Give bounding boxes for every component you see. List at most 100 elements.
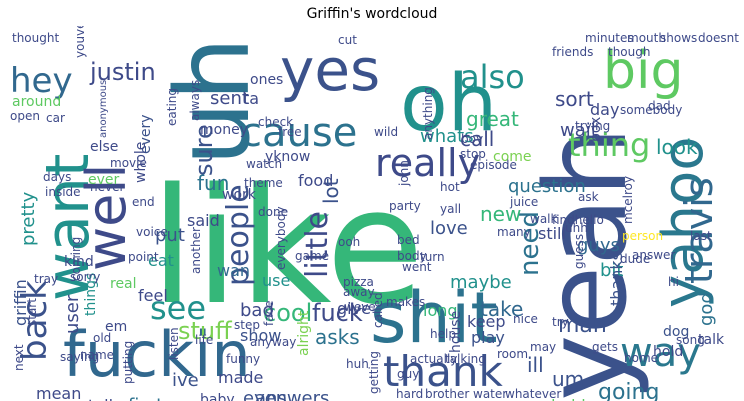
cloud-word: brother — [425, 387, 469, 401]
cloud-word: life — [195, 333, 213, 347]
cloud-word: went — [402, 260, 432, 274]
cloud-word: answer — [632, 248, 675, 262]
cloud-word: uh — [154, 37, 273, 166]
cloud-word: dude — [620, 252, 650, 266]
cloud-word: ask — [578, 190, 599, 204]
cloud-word: fuck — [312, 299, 363, 327]
cloud-word: hard — [396, 387, 423, 401]
cloud-word: god — [696, 292, 717, 326]
cloud-word: try — [552, 315, 569, 329]
cloud-word: alright — [296, 310, 312, 356]
cloud-word: fuckin — [63, 318, 251, 391]
cloud-word: actually — [410, 352, 457, 366]
cloud-word: juice — [509, 195, 538, 209]
cloud-word: fun — [197, 171, 229, 195]
cloud-word: people — [221, 184, 256, 286]
cloud-word: going — [598, 380, 659, 401]
cloud-word: yeah — [522, 126, 652, 401]
cloud-word: man — [558, 313, 607, 338]
cloud-word: youve — [73, 26, 87, 58]
cloud-word: thanks — [607, 252, 626, 306]
cloud-word: wan — [217, 261, 250, 280]
cloud-word: show — [240, 326, 281, 345]
cloud-word: away — [343, 285, 375, 299]
cloud-word: said — [187, 211, 220, 230]
cloud-word: gets — [592, 340, 618, 354]
cloud-title: Griffin's wordcloud — [306, 6, 438, 22]
cloud-word: long — [423, 301, 458, 320]
cloud-word: money — [200, 122, 248, 138]
cloud-word: pretty — [18, 191, 39, 246]
cloud-word: cut — [338, 33, 357, 47]
cloud-word: give — [337, 299, 371, 318]
cloud-word: asks — [315, 325, 360, 349]
cloud-word: next — [12, 344, 26, 371]
cloud-word: ooh — [338, 235, 360, 249]
cloud-word: thing — [568, 126, 650, 164]
cloud-word: talking — [445, 352, 486, 366]
cloud-word: coming — [69, 237, 83, 281]
cloud-word: kind — [64, 254, 94, 270]
cloud-word: check — [258, 115, 293, 129]
cloud-word: look — [656, 135, 698, 159]
cloud-word: mcelroy — [621, 176, 635, 224]
cloud-word: wait — [560, 120, 598, 141]
cloud-word: sent — [210, 88, 249, 109]
cloud-word: person — [622, 229, 663, 243]
cloud-word: friends — [552, 45, 593, 59]
cloud-word: bed — [397, 233, 420, 247]
cloud-word: stuff — [178, 317, 232, 345]
cloud-word: cool — [263, 299, 312, 327]
cloud-word: voice — [136, 225, 168, 239]
cloud-word: question — [508, 176, 586, 197]
cloud-word: em — [105, 319, 127, 335]
cloud-word: shows — [660, 31, 697, 45]
cloud-word: ever — [88, 172, 120, 188]
cloud-word: user — [62, 294, 83, 334]
cloud-word: always — [188, 80, 202, 121]
cloud-word: sorry — [70, 270, 100, 284]
cloud-word: car — [46, 111, 65, 125]
cloud-word: boy — [461, 132, 483, 146]
cloud-word: day — [590, 100, 619, 119]
cloud-word: another — [189, 227, 203, 274]
cloud-word: things — [83, 273, 99, 316]
cloud-word: sort — [555, 87, 594, 111]
cloud-word: called — [371, 292, 385, 328]
cloud-word: whatever — [505, 387, 561, 401]
cloud-word: also — [460, 58, 525, 96]
cloud-word: party — [389, 199, 421, 213]
cloud-word: travis — [677, 177, 721, 284]
cloud-word: saying — [60, 350, 99, 364]
cloud-word: hey — [10, 61, 73, 101]
wordcloud-canvas: like yeah uh oh fuckin shit yes want yahoo well bi… — [10, 26, 739, 401]
cloud-word: nice — [513, 312, 538, 326]
cloud-word: see — [150, 289, 206, 327]
cloud-word: play — [471, 328, 505, 347]
cloud-word: take — [480, 297, 523, 321]
cloud-word: thought — [12, 31, 59, 45]
cloud-word: never — [90, 180, 124, 194]
cloud-word: step — [234, 318, 260, 332]
cloud-word: listen — [167, 327, 181, 360]
cloud-word: lot — [319, 178, 343, 204]
cloud-word: whats — [420, 126, 474, 147]
cloud-word: eat — [148, 251, 174, 270]
cloud-word: feel — [138, 286, 168, 305]
cloud-word: room — [497, 347, 528, 361]
cloud-word: keep — [467, 312, 506, 331]
cloud-word: else — [90, 139, 118, 155]
cloud-word: wild — [374, 125, 398, 139]
cloud-word: ones — [250, 72, 283, 88]
cloud-word: name — [80, 348, 114, 362]
cloud-word: answers — [255, 388, 329, 401]
cloud-word: water — [473, 387, 507, 401]
cloud-word: pizza — [343, 275, 374, 289]
cloud-word: bad — [240, 300, 274, 321]
cloud-word: little — [300, 211, 335, 278]
cloud-word: well — [75, 164, 138, 271]
cloud-word: tray — [34, 272, 58, 286]
cloud-word: many — [497, 225, 531, 239]
cloud-word: back — [15, 280, 55, 361]
cloud-word: real — [110, 276, 137, 292]
